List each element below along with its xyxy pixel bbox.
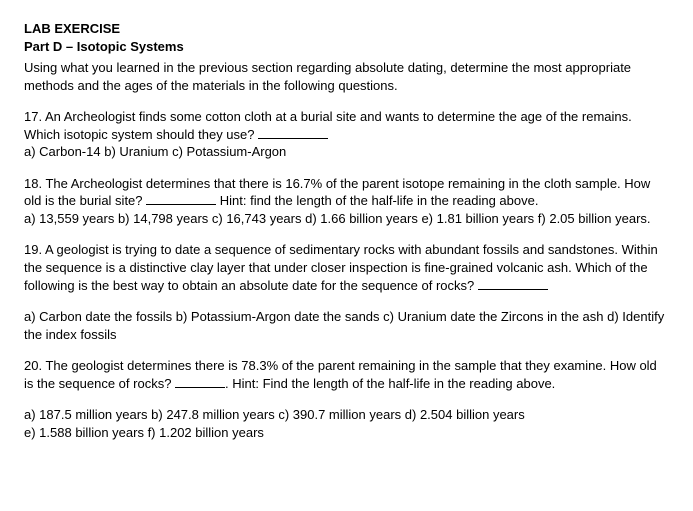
- lab-title: LAB EXERCISE: [24, 20, 669, 38]
- intro-text: Using what you learned in the previous s…: [24, 59, 669, 94]
- q20-text-b: . Hint: Find the length of the half-life…: [225, 376, 555, 391]
- q20-options-line1: a) 187.5 million years b) 247.8 million …: [24, 407, 525, 422]
- question-18: 18. The Archeologist determines that the…: [24, 175, 669, 228]
- question-20-options: a) 187.5 million years b) 247.8 million …: [24, 406, 669, 441]
- part-subtitle: Part D – Isotopic Systems: [24, 38, 669, 56]
- q19-text: 19. A geologist is trying to date a sequ…: [24, 242, 658, 292]
- q17-options: a) Carbon-14 b) Uranium c) Potassium-Arg…: [24, 144, 286, 159]
- q20-options-line2: e) 1.588 billion years f) 1.202 billion …: [24, 425, 264, 440]
- q19-options: a) Carbon date the fossils b) Potassium-…: [24, 309, 664, 342]
- blank-input[interactable]: [175, 375, 225, 388]
- blank-input[interactable]: [478, 277, 548, 290]
- question-20: 20. The geologist determines there is 78…: [24, 357, 669, 392]
- q18-text-b: Hint: find the length of the half-life i…: [216, 193, 538, 208]
- question-19-options: a) Carbon date the fossils b) Potassium-…: [24, 308, 669, 343]
- question-17: 17. An Archeologist finds some cotton cl…: [24, 108, 669, 161]
- question-19: 19. A geologist is trying to date a sequ…: [24, 241, 669, 294]
- blank-input[interactable]: [258, 126, 328, 139]
- blank-input[interactable]: [146, 193, 216, 206]
- q18-options: a) 13,559 years b) 14,798 years c) 16,74…: [24, 211, 651, 226]
